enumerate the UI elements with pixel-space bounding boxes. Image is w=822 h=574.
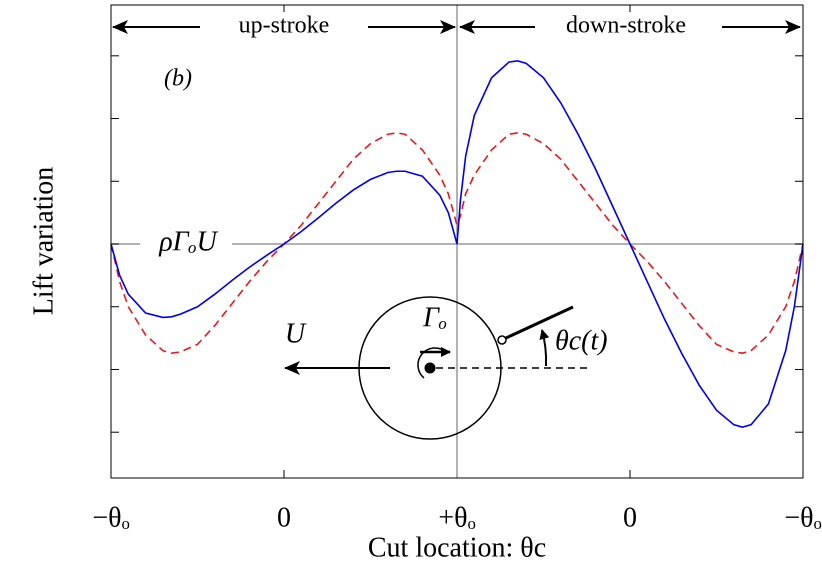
schematic [284, 296, 590, 440]
circulation-label: Γₒ [422, 302, 447, 333]
x-tick-label: 0 [623, 502, 637, 533]
plot-layer [110, 5, 804, 478]
label-bg [538, 12, 718, 42]
x-tick-label: −θₒ [92, 502, 129, 533]
label-bg [205, 12, 365, 42]
velocity-label: U [285, 318, 307, 349]
x-tick-label: +θₒ [438, 502, 475, 533]
x-tick-label: 0 [277, 502, 291, 533]
circulation-spiral [417, 347, 447, 379]
axes-box [110, 4, 804, 479]
cut-hinge [497, 335, 507, 345]
cut-flap [505, 305, 574, 340]
center-dot [424, 362, 436, 374]
y-axis-label: Lift variation [28, 167, 59, 316]
label-bg [140, 228, 232, 261]
angle-arrow [539, 329, 550, 367]
panel-label: (b) [164, 66, 192, 92]
baseline-label: ρΓₒU [158, 226, 218, 257]
up-stroke-label: up-stroke [239, 13, 330, 39]
x-tick-label: −θₒ [784, 502, 821, 533]
x-axis-label: Cut location: θc [368, 532, 546, 563]
down-stroke-label: down-stroke [566, 13, 686, 39]
data-line [110, 60, 804, 429]
angle-label: θc(t) [555, 325, 608, 356]
